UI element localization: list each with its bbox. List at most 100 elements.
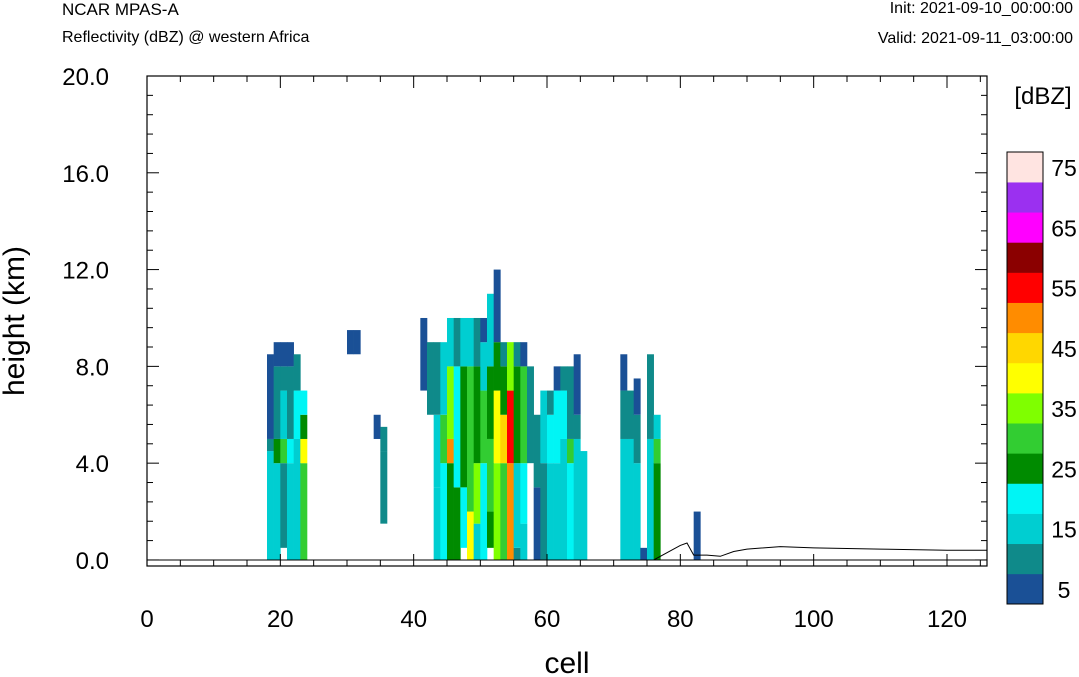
reflectivity-cell	[567, 438, 574, 464]
reflectivity-cell	[473, 317, 481, 367]
reflectivity-cell	[633, 378, 641, 415]
colorbar-swatch	[1007, 453, 1043, 484]
reflectivity-cell	[293, 390, 301, 439]
x-tick-labels: 0 20 40 60 80 100 120	[140, 606, 967, 633]
reflectivity-cell	[493, 463, 501, 560]
reflectivity-cell	[653, 414, 661, 439]
reflectivity-cell	[653, 438, 661, 464]
reflectivity-cell	[620, 438, 628, 560]
reflectivity-cell	[560, 390, 568, 439]
reflectivity-cell	[267, 438, 274, 452]
reflectivity-cell	[473, 523, 481, 560]
colorbar-swatch	[1007, 212, 1043, 243]
reflectivity-cell	[493, 342, 501, 391]
reflectivity-cell	[273, 463, 281, 560]
colorbar-label: 35	[1051, 396, 1077, 422]
valid-time: Valid: 2021-09-11_03:00:00	[877, 30, 1073, 47]
reflectivity-cell	[440, 342, 448, 415]
reflectivity-cell	[473, 463, 481, 524]
reflectivity-cell	[507, 390, 514, 464]
reflectivity-cell	[633, 463, 641, 560]
reflectivity-cell	[553, 463, 561, 560]
reflectivity-cell	[507, 463, 514, 560]
colorbar-label: 55	[1051, 276, 1077, 302]
reflectivity-cell	[293, 438, 301, 560]
x-axis-label: cell	[544, 647, 589, 677]
reflectivity-cell	[573, 414, 581, 439]
reflectivity-cell	[300, 438, 308, 464]
reflectivity-cell	[480, 317, 488, 343]
colorbar-swatch	[1007, 242, 1043, 273]
reflectivity-cells	[267, 269, 701, 560]
colorbar-swatch	[1007, 332, 1043, 364]
reflectivity-cell	[427, 342, 434, 415]
colorbar-label: 25	[1051, 456, 1077, 482]
terrain-line	[147, 542, 987, 561]
axis-ticks	[146, 75, 987, 566]
reflectivity-cell	[647, 354, 654, 439]
colorbar-swatch	[1007, 393, 1043, 424]
reflectivity-cell	[507, 342, 514, 391]
reflectivity-cell	[573, 438, 581, 560]
colorbar-swatch	[1007, 302, 1043, 334]
reflectivity-cell	[560, 366, 568, 391]
reflectivity-cell	[460, 487, 468, 548]
reflectivity-cell	[620, 390, 628, 439]
y-tick-label: 0.0	[76, 548, 109, 575]
model-name: NCAR MPAS-A	[62, 0, 179, 19]
colorbar-swatch	[1007, 543, 1043, 575]
reflectivity-cell	[493, 390, 501, 464]
reflectivity-cell	[267, 354, 274, 439]
colorbar-label: 15	[1051, 517, 1077, 543]
reflectivity-cell	[293, 354, 301, 391]
x-tick-label: 120	[927, 606, 967, 633]
reflectivity-cell	[547, 390, 554, 415]
reflectivity-cell	[540, 463, 548, 560]
reflectivity-cell	[267, 451, 274, 560]
reflectivity-cell	[547, 414, 554, 464]
reflectivity-cell	[647, 438, 654, 560]
reflectivity-cell	[513, 366, 521, 464]
reflectivity-cell	[520, 342, 528, 367]
init-time: Init: 2021-09-10_00:00:00	[889, 0, 1073, 17]
reflectivity-cell	[513, 342, 521, 367]
reflectivity-cell	[280, 342, 288, 367]
reflectivity-cell	[493, 269, 501, 343]
reflectivity-cell	[273, 342, 281, 367]
reflectivity-cell	[440, 463, 448, 560]
x-tick-label: 20	[267, 606, 294, 633]
reflectivity-cell	[460, 366, 468, 488]
reflectivity-cell	[513, 463, 521, 548]
reflectivity-cell	[467, 511, 474, 560]
reflectivity-cell	[373, 414, 381, 439]
reflectivity-cell	[547, 463, 554, 560]
reflectivity-cell	[380, 451, 388, 524]
reflectivity-cell	[640, 547, 648, 560]
reflectivity-cell	[500, 342, 508, 367]
reflectivity-cell	[500, 463, 508, 560]
reflectivity-cell	[287, 342, 294, 367]
colorbar-label: 75	[1051, 155, 1077, 181]
reflectivity-cell	[533, 414, 541, 488]
reflectivity-cell	[480, 342, 488, 391]
reflectivity-cell	[287, 366, 294, 439]
x-tick-label: 40	[400, 606, 427, 633]
colorbar-title: [dBZ]	[1014, 83, 1071, 110]
reflectivity-cell	[553, 390, 561, 464]
colorbar-swatch	[1007, 483, 1043, 514]
reflectivity-cell	[487, 438, 494, 512]
reflectivity-cell	[447, 463, 454, 560]
y-tick-label: 4.0	[76, 451, 109, 478]
reflectivity-cell	[467, 366, 474, 512]
reflectivity-cell	[447, 438, 454, 464]
reflectivity-cell	[500, 366, 508, 415]
reflectivity-cell	[487, 293, 494, 367]
y-axis-label: height (km)	[0, 246, 31, 396]
x-tick-label: 60	[534, 606, 561, 633]
reflectivity-cell	[620, 354, 628, 391]
reflectivity-cell	[380, 426, 388, 452]
colorbar-label: 45	[1051, 336, 1077, 362]
reflectivity-cell	[300, 414, 308, 439]
colorbar-swatch	[1007, 513, 1043, 545]
